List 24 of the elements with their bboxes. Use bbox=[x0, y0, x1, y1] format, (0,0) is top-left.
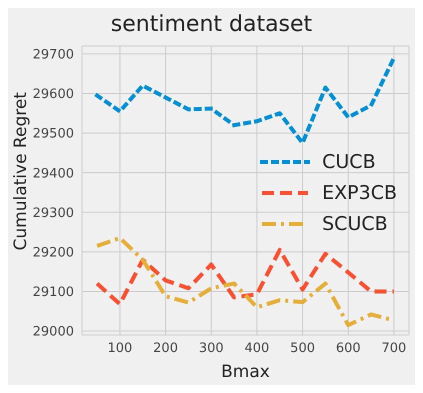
x-tick-label: 400 bbox=[244, 341, 270, 356]
x-tick-label: 100 bbox=[107, 341, 132, 356]
y-tick-label: 29700 bbox=[32, 48, 74, 63]
x-tick-label: 300 bbox=[198, 341, 224, 356]
y-tick-label: 29500 bbox=[32, 126, 74, 142]
y-tick-label: 29300 bbox=[32, 206, 74, 221]
legend-label: CUCB bbox=[322, 150, 376, 172]
x-tick-label: 200 bbox=[153, 341, 178, 356]
y-tick-label: 29400 bbox=[32, 166, 74, 182]
y-tick-label: 29000 bbox=[32, 324, 74, 340]
legend-label: EXP3CB bbox=[322, 182, 397, 204]
y-tick-label: 29200 bbox=[32, 245, 74, 260]
line-series bbox=[95, 56, 396, 145]
chart-title: sentiment dataset bbox=[110, 11, 314, 39]
line-series bbox=[95, 248, 396, 306]
y-axis-title: Cumulative Regret bbox=[11, 92, 32, 250]
y-tick-label: 29100 bbox=[32, 285, 74, 300]
legend-label: SCUCB bbox=[322, 212, 388, 234]
x-axis-title: Bmax bbox=[221, 362, 270, 382]
x-tick-label: 700 bbox=[382, 341, 406, 356]
x-tick-label: 500 bbox=[290, 341, 315, 356]
line-series bbox=[95, 236, 396, 328]
x-tick-label: 600 bbox=[336, 341, 361, 356]
y-tick-label: 29600 bbox=[32, 87, 74, 102]
